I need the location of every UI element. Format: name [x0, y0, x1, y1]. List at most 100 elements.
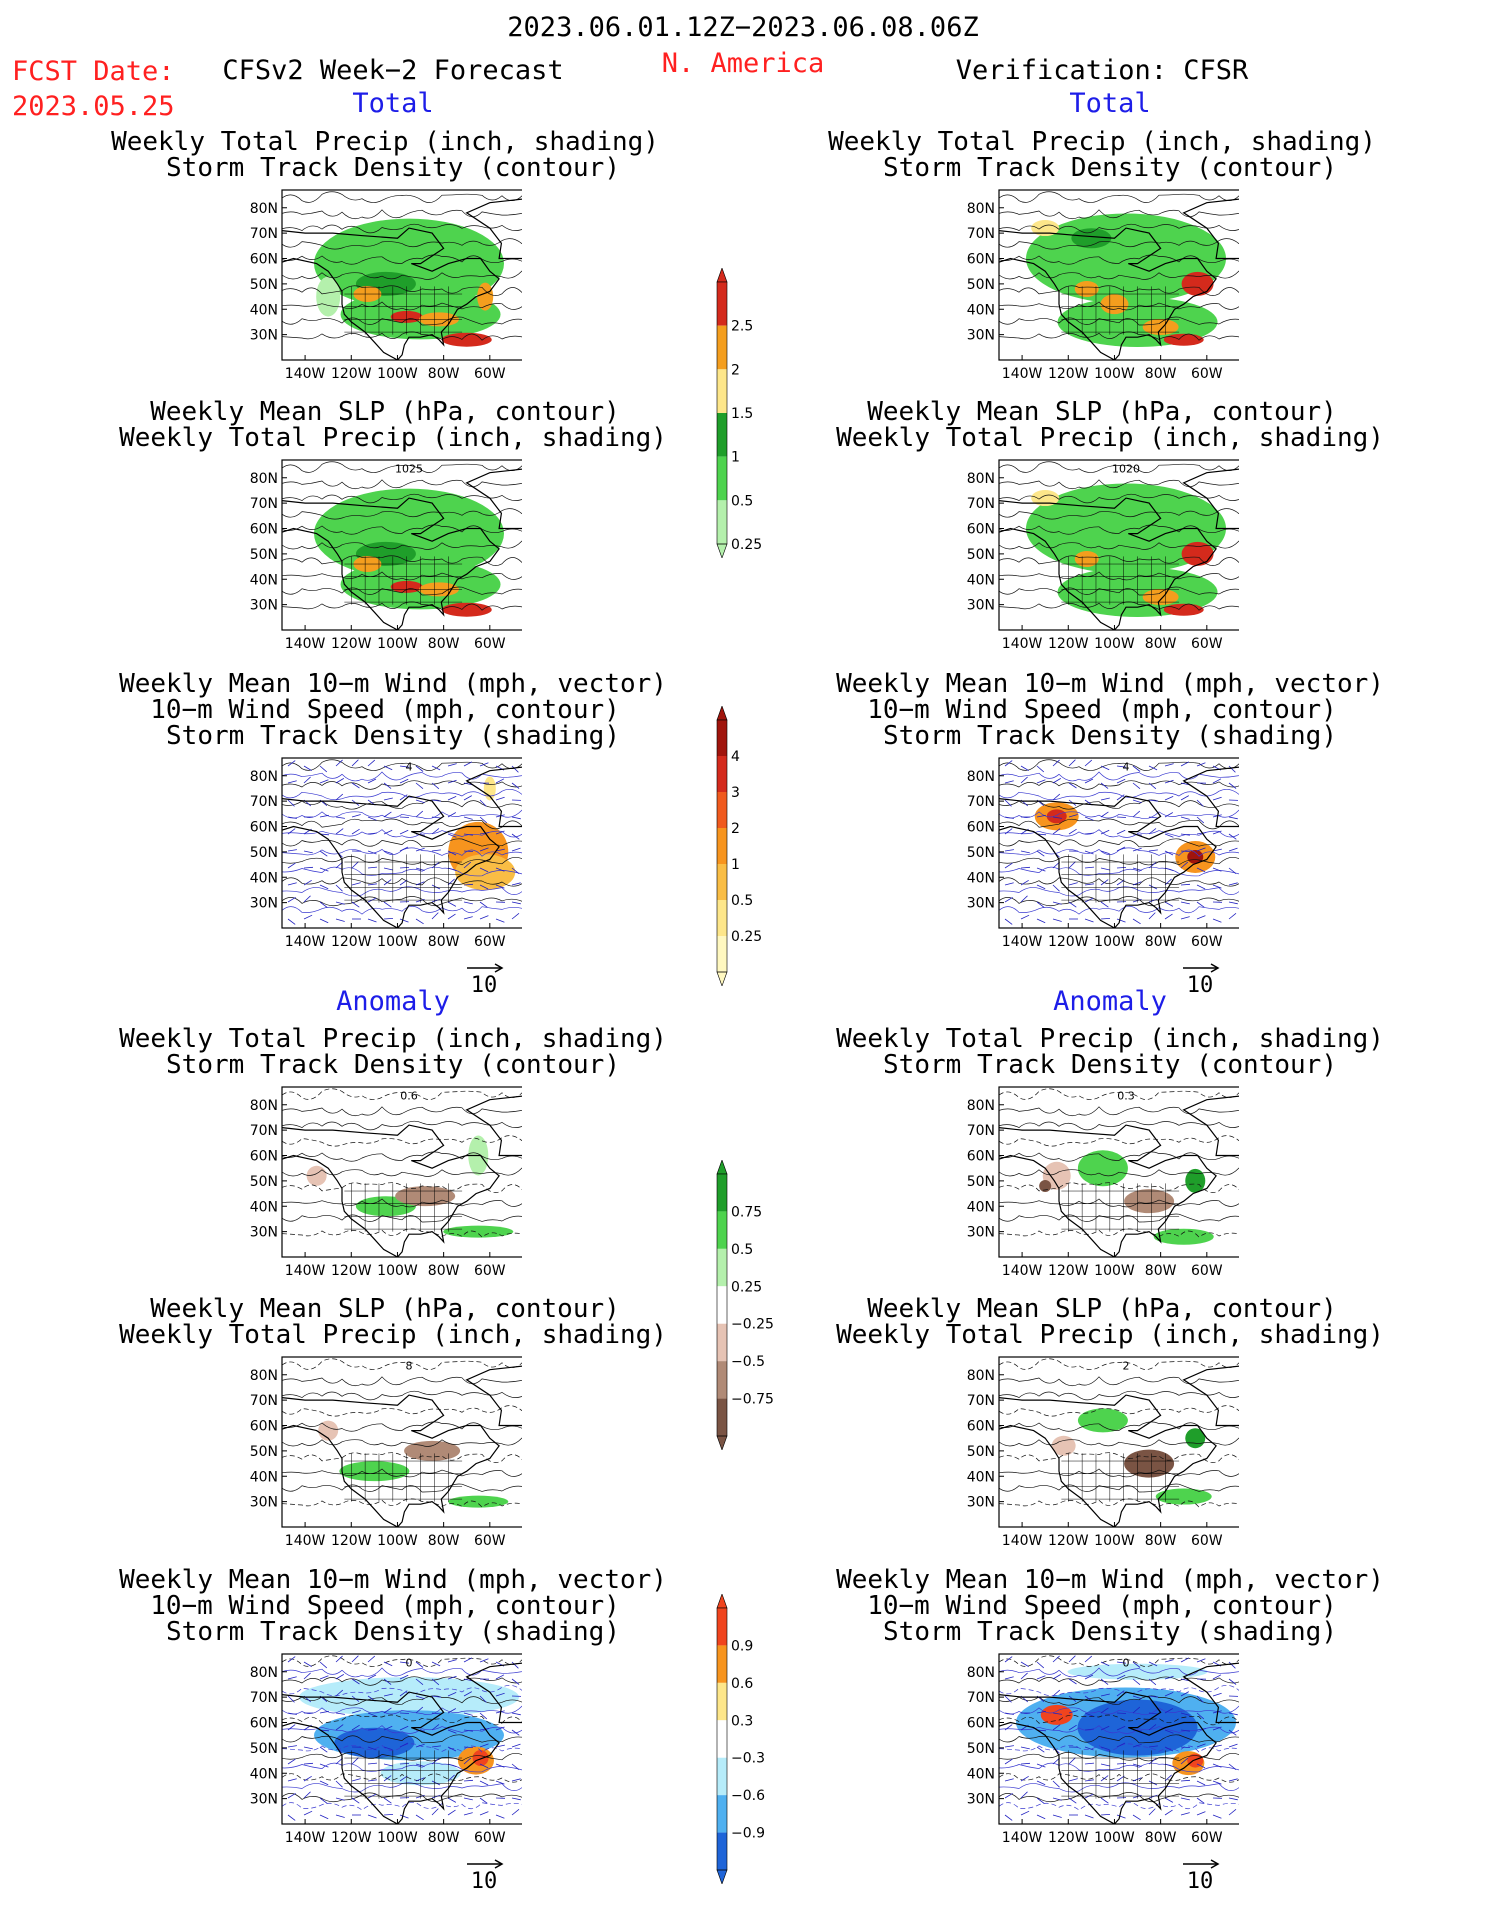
cfsr-anom-wind-title-1: Weekly Mean 10−m Wind (mph, vector) — [836, 1565, 1384, 1595]
colorbar-label: −0.5 — [731, 1354, 765, 1370]
lat-tick-label: 40N — [967, 1199, 995, 1215]
lon-tick-label: 80W — [428, 1830, 460, 1846]
lat-tick-label: 40N — [967, 302, 995, 318]
lon-tick-label: 140W — [1002, 366, 1043, 382]
fcst-anom-slp-map: 8 80N 70N 60N 50N 40N 30N 140W 120W 100W 80W 60W — [232, 1355, 522, 1555]
lat-tick-label: 30N — [250, 1792, 278, 1808]
lat-tick-label: 50N — [967, 845, 995, 861]
colorbar-segment — [717, 1248, 727, 1287]
colorbar-label: 2 — [731, 821, 740, 837]
lon-tick-label: 120W — [1048, 366, 1089, 382]
colorbar-svg: 4 3 2 1 0.5 0.25 — [716, 705, 762, 987]
lat-tick-label: 70N — [967, 1393, 995, 1409]
colorbar-label: 0.5 — [731, 893, 753, 909]
lon-tick-label: 140W — [285, 1263, 326, 1279]
fcst-anom-vector-ref: 10 — [462, 1856, 512, 1892]
lon-tick-label: 120W — [1048, 934, 1089, 950]
lat-tick-label: 60N — [967, 252, 995, 268]
lat-tick-label: 80N — [967, 201, 995, 217]
lat-tick-label: 80N — [967, 769, 995, 785]
cfsr-total-precip-title-1: Weekly Total Precip (inch, shading) — [828, 127, 1376, 157]
fcst-anom-wind-map: 0 80N 70N 60N 50N 40N 30N 140W 120W 100W 80W 60W — [232, 1652, 522, 1852]
fcst-total-precip-title-2: Storm Track Density (contour) — [166, 153, 620, 183]
lat-tick-label: 50N — [250, 845, 278, 861]
lat-tick-label: 80N — [250, 1368, 278, 1384]
lon-tick-label: 140W — [285, 366, 326, 382]
lon-tick-label: 120W — [331, 636, 372, 652]
colorbar-segment — [717, 828, 727, 864]
fcst-anom-precip-title-2: Storm Track Density (contour) — [166, 1050, 620, 1080]
lon-tick-label: 100W — [1094, 1533, 1135, 1549]
lon-tick-label: 60W — [1191, 366, 1223, 382]
lat-tick-label: 40N — [967, 1469, 995, 1485]
map-svg: 2 80N 70N 60N 50N 40N 30N 140W 120W 100W 80W 60W — [967, 1356, 1239, 1549]
fcst-total-label: Total — [352, 88, 434, 119]
colorbar-label: −0.25 — [731, 1317, 774, 1333]
cfsr-total-wind-title-1: Weekly Mean 10−m Wind (mph, vector) — [836, 669, 1384, 699]
cfsr-total-wind-title-2: 10−m Wind Speed (mph, contour) — [867, 695, 1337, 725]
colorbar-cap — [716, 705, 728, 721]
lat-tick-label: 40N — [250, 1766, 278, 1782]
colorbar-svg: 0.9 0.6 0.3 −0.3 −0.6 −0.9 — [716, 1593, 765, 1885]
lon-tick-label: 120W — [331, 1533, 372, 1549]
lon-tick-label: 60W — [1191, 636, 1223, 652]
fcst-anom-slp-title-1: Weekly Mean SLP (hPa, contour) — [150, 1294, 620, 1324]
lon-tick-label: 60W — [1191, 1263, 1223, 1279]
lat-tick-label: 60N — [250, 522, 278, 538]
cfsr-anom-slp-title-2: Weekly Total Precip (inch, shading) — [836, 1320, 1384, 1350]
lat-tick-label: 50N — [250, 1174, 278, 1190]
fcst-date: 2023.05.25 — [12, 91, 175, 122]
fcst-anom-slp-title-2: Weekly Total Precip (inch, shading) — [119, 1320, 667, 1350]
colorbar-label: 2 — [731, 362, 740, 378]
lon-tick-label: 60W — [1191, 1830, 1223, 1846]
contour-label: 2 — [1123, 1360, 1130, 1373]
fcst-total-wind-title-2: 10−m Wind Speed (mph, contour) — [150, 695, 620, 725]
cfsr-total-slp-title-2: Weekly Total Precip (inch, shading) — [836, 423, 1384, 453]
lon-tick-label: 60W — [474, 1830, 506, 1846]
lon-tick-label: 60W — [474, 934, 506, 950]
contour-label: 0.6 — [400, 1090, 418, 1103]
lat-tick-label: 30N — [250, 896, 278, 912]
lat-tick-label: 50N — [967, 1174, 995, 1190]
region-title: N. America — [661, 48, 825, 79]
colorbar-label: 1 — [731, 857, 740, 873]
lat-tick-label: 60N — [250, 1419, 278, 1435]
lon-tick-label: 140W — [1002, 1263, 1043, 1279]
lat-tick-label: 80N — [250, 769, 278, 785]
lat-tick-label: 80N — [967, 1665, 995, 1681]
lat-tick-label: 80N — [250, 1098, 278, 1114]
lat-tick-label: 60N — [250, 252, 278, 268]
lat-tick-label: 70N — [967, 496, 995, 512]
storm-anom-colorbar: 0.9 0.6 0.3 −0.3 −0.6 −0.9 — [712, 1593, 792, 1888]
lon-tick-label: 120W — [331, 1263, 372, 1279]
lat-tick-label: 70N — [250, 226, 278, 242]
map-svg: 4 80N 70N 60N 50N 40N 30N 140W 120W 100W 80W 60W — [967, 757, 1239, 950]
map-svg: 1020 80N 70N 60N 50N 40N 30N 140W 120W 100W 80W 60W — [967, 459, 1239, 652]
map-svg: 0.3 80N 70N 60N 50N 40N 30N 140W 120W 100W 80W 60W — [967, 1086, 1239, 1279]
lat-tick-label: 80N — [250, 201, 278, 217]
lat-tick-label: 70N — [250, 794, 278, 810]
lat-tick-label: 30N — [967, 1225, 995, 1241]
lat-tick-label: 70N — [250, 1393, 278, 1409]
lat-tick-label: 40N — [250, 302, 278, 318]
colorbar-label: −0.3 — [731, 1751, 765, 1767]
fcst-anom-precip-title-1: Weekly Total Precip (inch, shading) — [119, 1024, 667, 1054]
lon-tick-label: 80W — [428, 636, 460, 652]
lon-tick-label: 100W — [377, 1263, 418, 1279]
cfsr-anom-precip-map: 0.3 80N 70N 60N 50N 40N 30N 140W 120W 100W 80W 60W — [949, 1085, 1239, 1285]
lat-tick-label: 70N — [250, 1690, 278, 1706]
lat-tick-label: 60N — [250, 1149, 278, 1165]
lon-tick-label: 80W — [428, 1533, 460, 1549]
colorbar-segment — [717, 936, 727, 972]
lat-tick-label: 50N — [967, 277, 995, 293]
lon-tick-label: 100W — [1094, 636, 1135, 652]
precip-anom-colorbar: 0.75 0.5 0.25 −0.25 −0.5 −0.75 — [712, 1159, 792, 1454]
fcst-total-slp-map: 1025 80N 70N 60N 50N 40N 30N 140W 120W 100W 80W 60W — [232, 458, 522, 658]
lon-tick-label: 80W — [1145, 366, 1177, 382]
fcst-total-precip-map: 80N 70N 60N 50N 40N 30N 140W 120W 100W 80W 60W — [232, 188, 522, 388]
fcst-label: FCST Date: — [12, 56, 175, 87]
lat-tick-label: 50N — [967, 1741, 995, 1757]
cfsr-anom-wind-title-2: 10−m Wind Speed (mph, contour) — [867, 1591, 1337, 1621]
colorbar-cap — [716, 267, 728, 283]
lon-tick-label: 140W — [1002, 636, 1043, 652]
